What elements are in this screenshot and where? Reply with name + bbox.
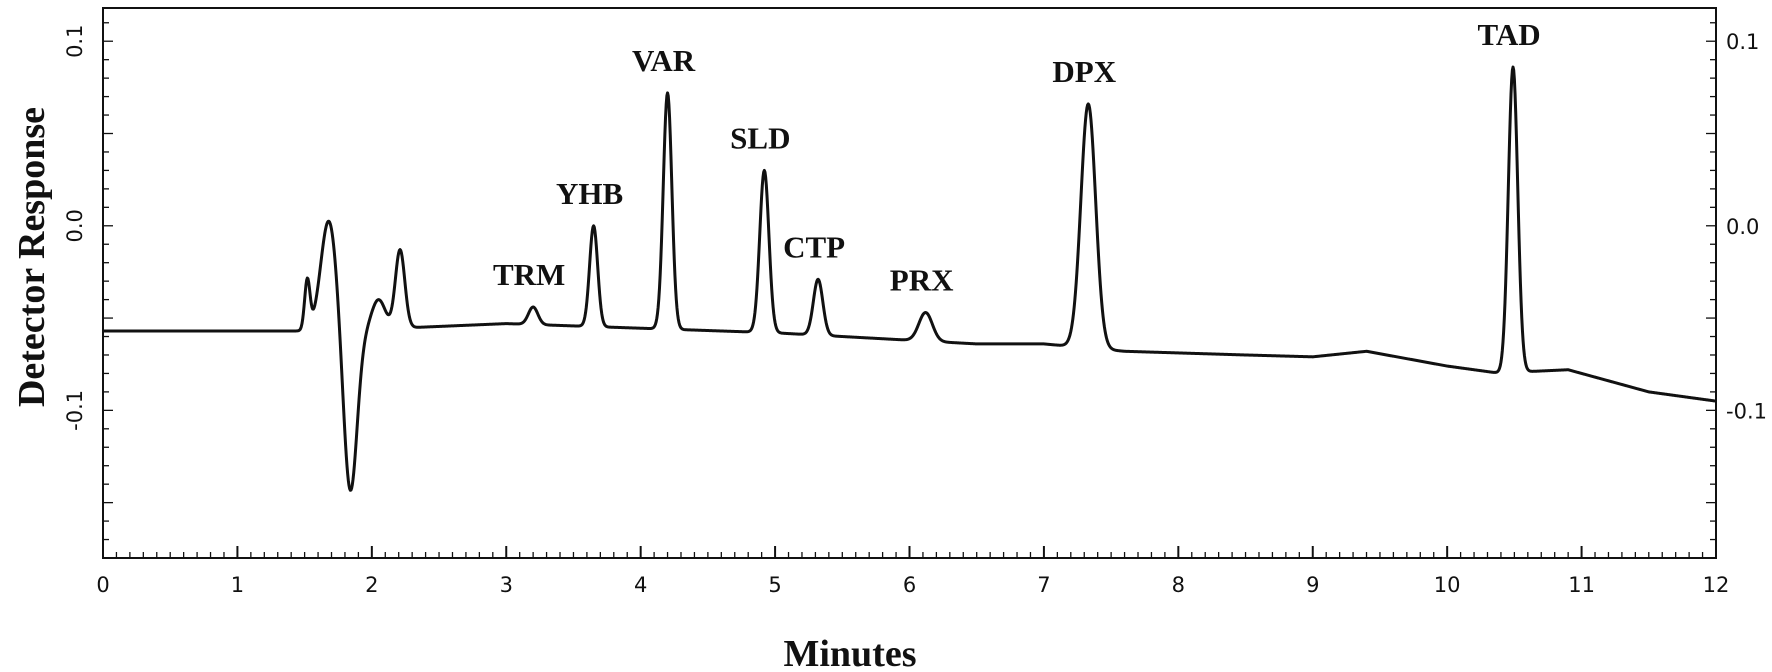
x-tick-label: 6 xyxy=(903,573,916,597)
chromatogram-trace xyxy=(102,65,1717,492)
tick-layer: 0 1 2 3 4 5 6 7 8 9 10 11 12-0.10.00.1-0.10.00.1 xyxy=(63,22,1767,597)
x-tick-label: 7 xyxy=(1037,573,1050,597)
peak-label: SLD xyxy=(730,120,790,155)
y-left-tick-label: 0.0 xyxy=(63,209,87,242)
x-tick-label: 5 xyxy=(768,573,781,597)
x-axis-title: Minutes xyxy=(784,633,917,672)
y-left-tick-label: 0.1 xyxy=(63,25,87,58)
peak-label: PRX xyxy=(890,263,954,298)
x-tick-label: 10 xyxy=(1434,573,1461,597)
y-right-tick-label: 0.0 xyxy=(1726,215,1759,239)
peak-label-layer: TRM YHB VAR SLD CTP PRX DPX TAD xyxy=(493,17,1541,297)
peak-label: TRM xyxy=(493,257,565,292)
y-left-tick-label: -0.1 xyxy=(63,390,87,431)
peak-label: CTP xyxy=(783,229,845,264)
x-tick-label: 12 xyxy=(1703,573,1730,597)
peak-label: DPX xyxy=(1052,54,1116,89)
y-right-tick-label: -0.1 xyxy=(1726,399,1767,423)
peak-label: TAD xyxy=(1477,17,1540,52)
x-tick-label: 9 xyxy=(1306,573,1319,597)
peak-label: YHB xyxy=(556,176,623,211)
x-tick-label: 11 xyxy=(1568,573,1595,597)
x-tick-label: 3 xyxy=(500,573,513,597)
y-axis-title: Detector Response xyxy=(11,107,53,407)
x-tick-label: 8 xyxy=(1172,573,1185,597)
y-right-tick-label: 0.1 xyxy=(1726,30,1759,54)
x-tick-label: 1 xyxy=(231,573,244,597)
x-tick-label: 2 xyxy=(365,573,378,597)
x-tick-label: 0 xyxy=(96,573,109,597)
peak-label: VAR xyxy=(632,43,696,78)
x-tick-label: 4 xyxy=(634,573,647,597)
